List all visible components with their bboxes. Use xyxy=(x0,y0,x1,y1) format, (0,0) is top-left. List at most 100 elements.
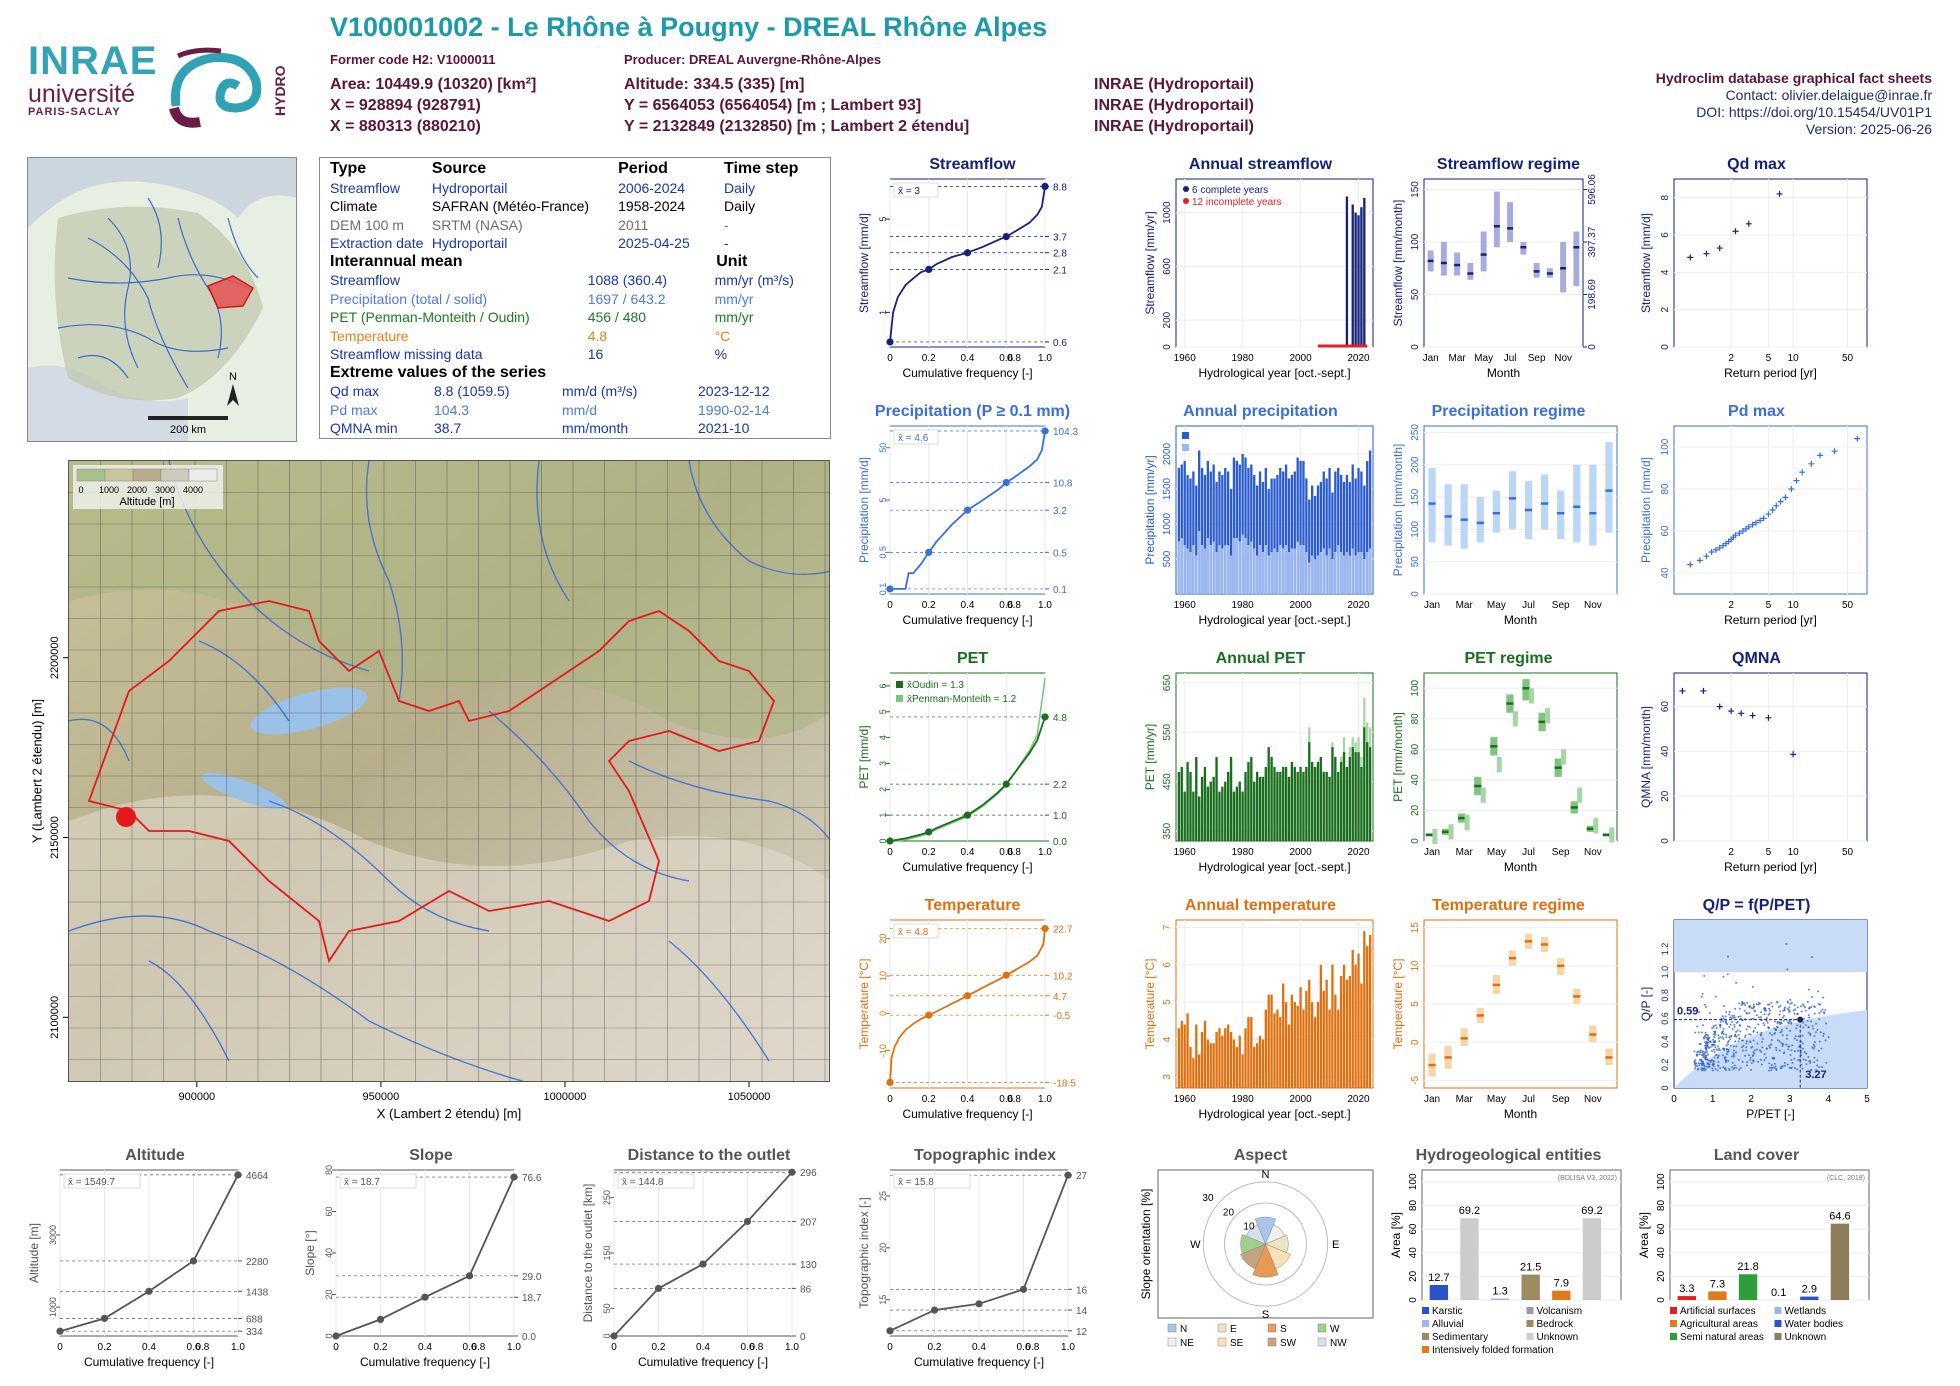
x-tick: 1960 xyxy=(1174,1094,1197,1105)
data-point xyxy=(1780,1041,1783,1044)
bar xyxy=(1215,482,1218,594)
right-tick: 397.37 xyxy=(1587,226,1598,257)
bar xyxy=(1357,215,1360,347)
bar xyxy=(1345,766,1349,841)
y-tick: 1000 xyxy=(1162,201,1173,224)
data-point xyxy=(1728,708,1735,715)
rose-ring-label: 10 xyxy=(1243,1222,1255,1233)
data-point xyxy=(1789,1002,1792,1005)
bar xyxy=(1287,776,1291,841)
y-tick: 2000 xyxy=(1162,442,1173,465)
data-point xyxy=(1758,1002,1761,1005)
data-point xyxy=(1712,1065,1715,1068)
legend-entry: Intensively folded formation xyxy=(1432,1345,1554,1356)
box-pm xyxy=(1464,815,1470,831)
y-tick: 60 xyxy=(1408,1223,1419,1235)
altitude-legend-tick: 0 xyxy=(78,485,83,495)
right-tick: 8.8 xyxy=(1053,182,1067,193)
data-point xyxy=(1697,1031,1700,1034)
bar-label: 0.1 xyxy=(1771,1287,1786,1299)
box xyxy=(1444,484,1452,546)
coord-source-2: INRAE (Hydroportail) xyxy=(1094,97,1254,114)
rose-direction-label: S xyxy=(1262,1309,1269,1321)
data-point xyxy=(1749,1056,1752,1059)
chart-slope: Slope 0 0.2 0.4 0.6 1.0 0.8 0 20 40 60 80 76.6 29.0 18… xyxy=(303,1147,542,1369)
producer: Producer: DREAL Auvergne-Rhône-Alpes xyxy=(624,52,882,67)
x-tick: 0.2 xyxy=(652,1342,666,1353)
box xyxy=(1507,202,1514,242)
rose-ring-label: 30 xyxy=(1202,1193,1214,1204)
y-axis-label: Distance to the outlet [km] xyxy=(581,1184,595,1323)
data-point xyxy=(1765,511,1772,518)
bar xyxy=(1212,776,1215,841)
bar xyxy=(1308,979,1311,1088)
y-tick: 4 xyxy=(1660,269,1671,275)
data-point xyxy=(1726,1043,1729,1046)
box xyxy=(1493,191,1500,248)
data-point xyxy=(1786,1034,1789,1037)
x-tick: 1960 xyxy=(1174,847,1197,858)
legend-swatch xyxy=(1422,1320,1429,1327)
bar xyxy=(1305,478,1308,594)
data-point xyxy=(1715,1053,1718,1056)
bar xyxy=(1247,761,1250,841)
y-axis-label: Precipitation [mm/d] xyxy=(857,457,871,563)
x-tick: 0.2 xyxy=(922,847,936,858)
legend-entry: Sedimentary xyxy=(1432,1332,1488,1343)
france-locator-svg: N 200 km xyxy=(28,158,296,441)
data-point xyxy=(1736,530,1743,537)
bar xyxy=(1195,757,1198,841)
bar xyxy=(1360,207,1363,347)
data-point xyxy=(1695,1054,1698,1057)
data-point xyxy=(1732,1045,1735,1048)
y-tick: 0.6 xyxy=(1660,1012,1670,1025)
chart-title: Distance to the outlet xyxy=(628,1147,791,1164)
bar xyxy=(1319,964,1323,1088)
bar xyxy=(1354,964,1357,1088)
data-point xyxy=(1727,1048,1730,1051)
chart-precipitation-regime: Precipitation regime 0 50 100 150 200 250 Jan Ma… xyxy=(1391,403,1618,627)
y-tick: 0.8 xyxy=(1660,989,1670,1002)
data-point xyxy=(1724,1056,1727,1059)
data-point xyxy=(1744,1034,1747,1037)
x-tick: 5 xyxy=(1766,353,1772,364)
x-tick: 1960 xyxy=(1174,600,1197,611)
data-point xyxy=(1735,1030,1738,1033)
data-point xyxy=(1752,1030,1755,1033)
right-tick: 2.2 xyxy=(1053,780,1067,791)
data-point xyxy=(1789,1029,1792,1032)
x-axis-label: Hydrological year [oct.-sept.] xyxy=(1198,1107,1350,1121)
quantile-point xyxy=(654,1284,663,1293)
right-tick: 296 xyxy=(800,1168,817,1179)
catchment-map-svg: 0 1000 2000 3000 4000 Altitude [m] xyxy=(69,461,829,1081)
y-tick: 0 xyxy=(1410,838,1421,844)
data-point xyxy=(1738,1068,1741,1071)
info-row: Streamflow Hydroportail 2006-2024 Daily xyxy=(330,179,820,198)
quantile-point xyxy=(886,1078,894,1086)
bar xyxy=(1354,478,1357,594)
annotation-p: 3.27 xyxy=(1805,1069,1826,1081)
legend-entry: x̄Penman-Monteith = 1.2 xyxy=(907,694,1017,705)
bar xyxy=(1229,489,1233,594)
chart-title: Q/P = f(P/PET) xyxy=(1703,897,1811,914)
x-tick: 2020 xyxy=(1347,600,1370,611)
rose-slice xyxy=(1252,1243,1279,1278)
legend-swatch xyxy=(1774,1333,1782,1340)
data-point xyxy=(1712,1060,1715,1063)
data-point xyxy=(1714,1034,1717,1037)
x-tick: 0.8 xyxy=(1007,847,1021,858)
x-tick: 0.8 xyxy=(1007,600,1021,611)
data-point xyxy=(1770,1043,1773,1046)
data-point xyxy=(1818,1012,1821,1015)
data-point xyxy=(1812,1027,1815,1030)
altitude-legend-swatch xyxy=(188,468,218,482)
data-point xyxy=(1760,1011,1763,1014)
data-point xyxy=(1723,1047,1726,1050)
doi[interactable]: DOI: https://doi.org/10.15454/UV01P1 xyxy=(1696,104,1932,120)
data-point xyxy=(1750,1006,1753,1009)
data-point xyxy=(1794,1008,1797,1011)
legend-swatch xyxy=(1217,1323,1227,1333)
legend-entry: x̄Oudin = 1.3 xyxy=(907,680,964,691)
data-point xyxy=(1716,1069,1719,1072)
y-tick: 20 xyxy=(1656,1270,1667,1282)
